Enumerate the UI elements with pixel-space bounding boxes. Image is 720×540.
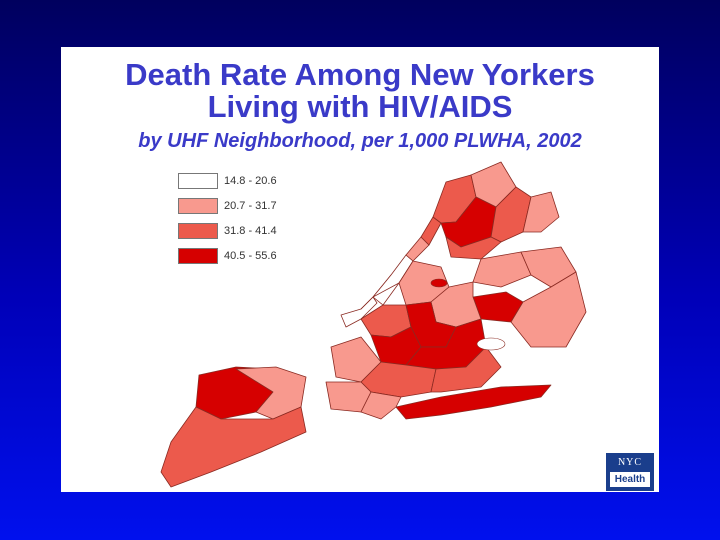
map-region-bronx-throgs — [522, 191, 560, 233]
map-region-bronx-hunts-point — [445, 236, 502, 260]
title-line-1: Death Rate Among New Yorkers — [125, 57, 595, 92]
legend-swatch — [178, 198, 218, 214]
legend-item: 31.8 - 41.4 — [178, 223, 318, 241]
map-region-brooklyn-coney-island — [360, 391, 402, 420]
slide-panel: Death Rate Among New Yorkers Living with… — [61, 47, 659, 492]
nyc-health-logo: NYC Health — [606, 453, 654, 491]
logo-top-text: NYC — [617, 457, 643, 468]
legend-label: 20.7 - 31.7 — [224, 200, 277, 212]
legend-swatch — [178, 173, 218, 189]
map-region-queens-se — [510, 271, 587, 348]
legend-label: 40.5 - 55.6 — [224, 250, 277, 262]
legend-swatch — [178, 223, 218, 239]
legend-label: 31.8 - 41.4 — [224, 225, 277, 237]
nyc-map — [160, 161, 587, 488]
legend-item: 14.8 - 20.6 — [178, 173, 318, 191]
map-region-queens-flushing — [472, 251, 532, 288]
logo-bottom-text: Health — [610, 472, 650, 487]
legend-item: 40.5 - 55.6 — [178, 248, 318, 266]
legend-label: 14.8 - 20.6 — [224, 175, 277, 187]
legend-item: 20.7 - 31.7 — [178, 198, 318, 216]
map-region-queens-rockaway — [395, 384, 552, 420]
map-region-staten-island-south — [160, 406, 307, 488]
map-region-rikers-island — [430, 278, 448, 288]
title-line-2: Living with HIV/AIDS — [207, 89, 513, 124]
legend-swatch — [178, 248, 218, 264]
subtitle: by UHF Neighborhood, per 1,000 PLWHA, 20… — [138, 130, 582, 152]
map-water-jamaica-bay — [476, 337, 506, 351]
map-region-brooklyn-canarsie — [430, 346, 502, 393]
